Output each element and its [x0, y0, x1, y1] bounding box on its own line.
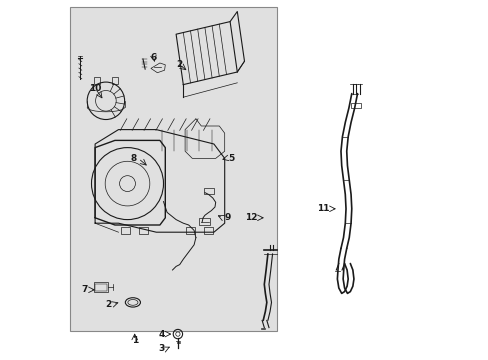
- Bar: [95, 284, 107, 291]
- Bar: [94, 77, 100, 84]
- Text: 3: 3: [158, 344, 164, 353]
- Text: 11: 11: [316, 204, 328, 213]
- Bar: [70, 7, 276, 331]
- Text: 10: 10: [89, 84, 101, 93]
- Bar: [112, 77, 118, 84]
- Text: 4: 4: [158, 330, 164, 338]
- Text: 12: 12: [244, 213, 257, 222]
- Bar: [121, 227, 130, 234]
- Text: 2: 2: [105, 300, 111, 309]
- Text: 2: 2: [176, 60, 183, 69]
- Bar: [204, 227, 212, 234]
- Bar: [139, 227, 148, 234]
- Text: 6: 6: [150, 53, 157, 62]
- Bar: [199, 218, 210, 225]
- Bar: [94, 282, 108, 292]
- Text: 5: 5: [228, 154, 234, 163]
- Text: 1: 1: [131, 336, 138, 345]
- Bar: [350, 103, 360, 108]
- Text: 9: 9: [224, 213, 231, 222]
- Bar: [186, 227, 194, 234]
- Bar: [204, 188, 214, 194]
- Text: 8: 8: [130, 154, 136, 163]
- Text: 7: 7: [81, 285, 88, 294]
